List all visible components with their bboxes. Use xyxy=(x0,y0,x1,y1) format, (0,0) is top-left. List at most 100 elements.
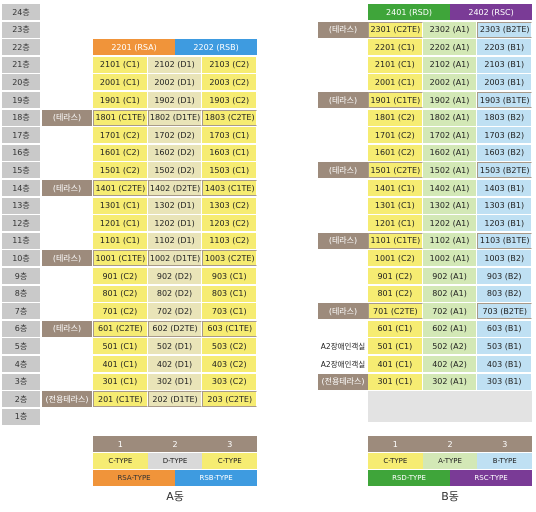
floor-label: 2층 xyxy=(2,391,40,408)
floor-label: 16층 xyxy=(2,144,40,161)
unit-cell: 1901 (C1) xyxy=(93,92,148,108)
unit-cell: 1702 (D2) xyxy=(147,127,203,144)
unit-cell: 2002 (A1) xyxy=(422,74,478,91)
unit-cell: 1001 (C1TE) xyxy=(93,250,148,267)
legend-type: B-TYPE xyxy=(477,453,533,469)
floor-label: 8층 xyxy=(2,285,40,302)
unit-cell: 502 (D1) xyxy=(147,338,203,355)
unit-cell: 1903 (B1TE) xyxy=(477,92,533,108)
unit-cell: 1202 (D1) xyxy=(147,215,203,232)
wing-header: 2201 (RSA) xyxy=(93,39,176,56)
unit-cell: 1603 (C1) xyxy=(202,144,258,161)
unit-cell: 1602 (A1) xyxy=(422,144,478,161)
unit-cell: 1501 (C2) xyxy=(93,162,148,179)
unit-cell: 1302 (A1) xyxy=(422,197,478,214)
unit-cell: 1402 (D2TE) xyxy=(147,180,203,196)
floor-label: 4층 xyxy=(2,356,40,372)
unit-cell: 702 (D2) xyxy=(147,303,203,320)
floor-label: 20층 xyxy=(2,74,40,91)
unit-cell: 1201 (C1) xyxy=(93,215,148,232)
unit-cell: 1401 (C1) xyxy=(368,180,423,196)
unit-cell: 503 (B1) xyxy=(477,338,533,355)
accessible-note: A2장애인객실 xyxy=(320,359,366,369)
unit-cell: 1301 (C1) xyxy=(93,197,148,214)
terrace-label: (테라스) xyxy=(318,21,368,38)
unit-cell: 703 (B2TE) xyxy=(477,303,533,320)
legend-wing: RSA-TYPE xyxy=(93,470,176,486)
unit-cell: 1101 (C1) xyxy=(93,232,148,249)
unit-cell: 801 (C2) xyxy=(368,285,423,302)
unit-cell: 1401 (C2TE) xyxy=(93,180,148,196)
unit-cell: 1703 (B2) xyxy=(477,127,533,144)
unit-cell: 1703 (C1) xyxy=(202,127,258,144)
legend-wing: RSC-TYPE xyxy=(450,470,533,486)
unit-cell: 803 (C1) xyxy=(202,285,258,302)
unit-cell: 1003 (B2) xyxy=(477,250,533,267)
unit-cell: 1103 (B1TE) xyxy=(477,232,533,249)
floor-label: 12층 xyxy=(2,215,40,232)
unit-cell: 1201 (C1) xyxy=(368,215,423,232)
unit-cell: 603 (B1) xyxy=(477,320,533,337)
floor-label: 18층 xyxy=(2,109,40,126)
unit-cell: 701 (C2) xyxy=(93,303,148,320)
unit-cell: 201 (C1TE) xyxy=(93,391,148,408)
unit-cell: 303 (C2) xyxy=(202,373,258,390)
legend-number: 2 xyxy=(422,436,478,452)
unit-cell: 1602 (D2) xyxy=(147,144,203,161)
unit-cell: 1502 (A1) xyxy=(422,162,478,179)
terrace-label: (테라스) xyxy=(42,109,92,126)
wing-header: 2401 (RSD) xyxy=(368,4,451,20)
unit-cell: 1803 (B2) xyxy=(477,109,533,126)
legend-number: 2 xyxy=(147,436,203,452)
unit-cell: 403 (C2) xyxy=(202,356,258,372)
floor-label: 17층 xyxy=(2,127,40,144)
legend-type: C-TYPE xyxy=(93,453,148,469)
unit-cell: 601 (C2TE) xyxy=(93,320,148,337)
accessible-note: A2장애인객실 xyxy=(320,341,366,351)
floor-label: 19층 xyxy=(2,92,40,108)
unit-cell: 1603 (B2) xyxy=(477,144,533,161)
terrace-label: (테라스) xyxy=(318,232,368,249)
unit-cell: 2102 (D1) xyxy=(147,56,203,73)
unit-cell: 1103 (C2) xyxy=(202,232,258,249)
floor-label: 7층 xyxy=(2,303,40,320)
floor-label: 23층 xyxy=(2,21,40,38)
legend-wing: RSD-TYPE xyxy=(368,470,451,486)
floor-label: 24층 xyxy=(2,4,40,20)
unit-cell: 802 (D2) xyxy=(147,285,203,302)
unit-cell: 503 (C2) xyxy=(202,338,258,355)
terrace-label: (테라스) xyxy=(318,303,368,320)
unit-cell: 302 (D1) xyxy=(147,373,203,390)
legend-type: D-TYPE xyxy=(147,453,203,469)
terrace-label: (전용테라스) xyxy=(42,391,92,408)
floor-label: 15층 xyxy=(2,162,40,179)
unit-cell: 2102 (A1) xyxy=(422,56,478,73)
unit-cell: 1601 (C2) xyxy=(368,144,423,161)
wing-header: 2202 (RSB) xyxy=(175,39,258,56)
unit-cell: 502 (A2) xyxy=(422,338,478,355)
unit-cell: 2202 (A1) xyxy=(422,39,478,56)
unit-cell: 1902 (A1) xyxy=(422,92,478,108)
unit-cell: 2203 (B1) xyxy=(477,39,533,56)
unit-cell: 1402 (A1) xyxy=(422,180,478,196)
unit-cell: 301 (C1) xyxy=(368,373,423,390)
terrace-label: (테라스) xyxy=(318,162,368,179)
legend-type: A-TYPE xyxy=(422,453,478,469)
unit-cell: 1102 (A1) xyxy=(422,232,478,249)
unit-cell: 1303 (C2) xyxy=(202,197,258,214)
unit-cell: 1302 (D1) xyxy=(147,197,203,214)
unit-cell: 601 (C1) xyxy=(368,320,423,337)
unit-cell: 802 (A1) xyxy=(422,285,478,302)
unit-cell: 1403 (B1) xyxy=(477,180,533,196)
unit-cell: 901 (C2) xyxy=(93,268,148,284)
floor-label: 13층 xyxy=(2,197,40,214)
unit-cell: 2301 (C2TE) xyxy=(368,21,423,38)
unit-cell: 902 (A1) xyxy=(422,268,478,284)
unit-cell: 1002 (D1TE) xyxy=(147,250,203,267)
unit-cell: 403 (B1) xyxy=(477,356,533,372)
unit-cell: 2101 (C1) xyxy=(368,56,423,73)
terrace-label: (테라스) xyxy=(42,320,92,337)
terrace-label: (테라스) xyxy=(42,250,92,267)
floor-label: 21층 xyxy=(2,56,40,73)
unit-cell: 1803 (C2TE) xyxy=(202,109,258,126)
